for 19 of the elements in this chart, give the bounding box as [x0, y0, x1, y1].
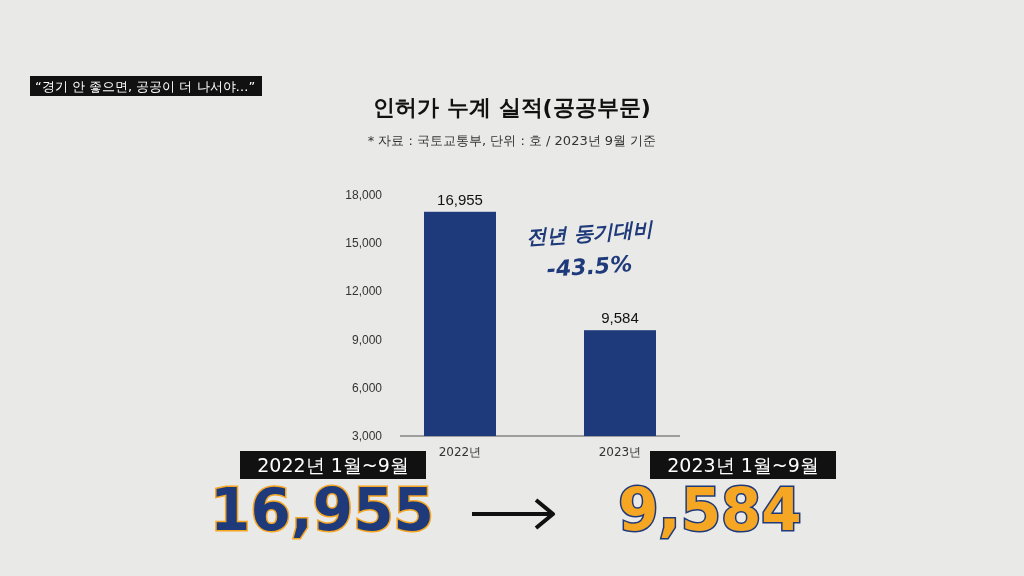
text: 2022년 1월~9월	[257, 454, 409, 476]
text: 9,584	[618, 476, 802, 544]
data-label: 16,955	[437, 190, 483, 208]
text: “경기 안 좋으면, 공공이 더 나서야…”	[35, 79, 256, 94]
x-tick-label: 2023년	[598, 445, 642, 459]
y-tick-label: 3,000	[351, 429, 383, 443]
chart-title: 인허가 누계 실적(공공부문)	[373, 95, 651, 120]
x-tick-label: 2022년	[438, 445, 482, 459]
y-tick-label: 6,000	[351, 380, 383, 395]
y-tick-label: 18,000	[345, 188, 383, 202]
y-tick-label: 15,000	[345, 236, 383, 251]
y-tick-label: 9,000	[351, 332, 383, 347]
data-label: 9,584	[601, 309, 639, 327]
text: 2023년 1월~9월	[667, 454, 819, 476]
text: 16,955	[210, 476, 434, 544]
annotation: 전년 동기대비	[525, 216, 656, 250]
chart-subtitle: * 자료 : 국토교통부, 단위 : 호 / 2023년 9월 기준	[367, 133, 657, 148]
y-tick-label: 12,000	[345, 284, 383, 299]
annotation: -43.5%	[545, 251, 633, 282]
